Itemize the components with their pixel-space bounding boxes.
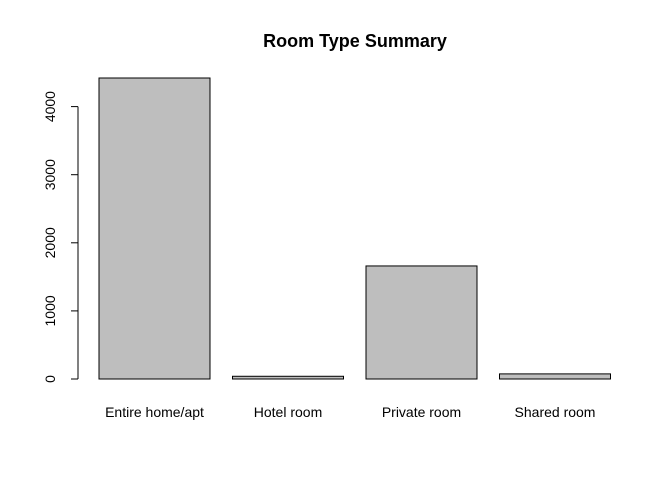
chart-title: Room Type Summary [263, 31, 447, 51]
y-tick-label-3: 3000 [42, 159, 58, 190]
y-tick-label-0: 0 [42, 375, 58, 383]
x-axis-labels: Entire home/apt Hotel room Private room Sha… [105, 404, 595, 420]
x-tick-label-2: Private room [382, 404, 461, 420]
bars-group [98, 77, 611, 380]
x-tick-label-1: Hotel room [254, 404, 322, 420]
bar-3 [499, 373, 611, 380]
bar-2 [365, 265, 478, 380]
y-tick-label-2: 2000 [42, 227, 58, 258]
bar-0 [98, 77, 211, 380]
y-axis: 0 1000 2000 3000 4000 [42, 91, 79, 383]
x-tick-label-3: Shared room [515, 404, 596, 420]
y-tick-label-1: 1000 [42, 295, 58, 326]
bar-1 [232, 375, 344, 380]
x-tick-label-0: Entire home/apt [105, 404, 204, 420]
y-tick-label-4: 4000 [42, 91, 58, 122]
